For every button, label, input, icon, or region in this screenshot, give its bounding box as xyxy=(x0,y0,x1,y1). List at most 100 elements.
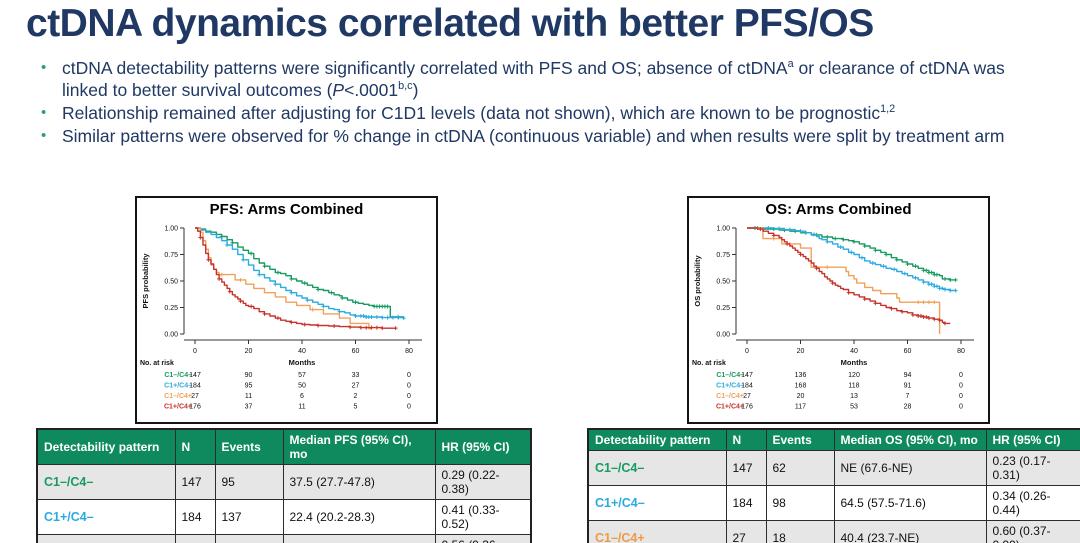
column-header: Events xyxy=(214,428,284,465)
svg-text:0.00: 0.00 xyxy=(716,331,730,338)
pfs-results-table: Detectability pattern N Events Median PFS (… xyxy=(36,428,532,543)
bullet-item: ctDNA detectability patterns were signif… xyxy=(30,57,1038,101)
os-km-chart: 1.00 0.75 0.50 0.25 0.00 OS probability 0 20 40 6… xyxy=(689,219,988,421)
risk-count: 184 xyxy=(189,383,201,390)
table-row: C1+/C4– 184 137 22.4 (20.2-28.3) 0.41 (0.33-… xyxy=(36,499,532,535)
column-header: Detectability pattern xyxy=(587,428,727,451)
risk-count: 136 xyxy=(795,372,807,379)
median-cell: 40.4 (23.7-NE) xyxy=(833,520,987,543)
risk-table-header: No. at risk xyxy=(140,360,174,367)
risk-count: 27 xyxy=(352,383,360,390)
y-axis-label: OS probability xyxy=(693,255,702,307)
column-header: HR (95% CI) xyxy=(434,428,532,465)
n-cell: 147 xyxy=(174,464,216,500)
hr-cell: 0.34 (0.26-0.44) xyxy=(985,485,1080,521)
median-cell: NE (67.6-NE) xyxy=(833,450,987,486)
km-plot-svg: 1.00 0.75 0.50 0.25 0.00 OS probability 0 20 40 6… xyxy=(692,225,974,411)
column-header: Detectability pattern xyxy=(36,428,176,465)
hr-cell: 0.60 (0.37-0.99) xyxy=(985,520,1080,543)
risk-row-label: C1+/C4– xyxy=(716,383,744,390)
column-header: HR (95% CI) xyxy=(985,428,1080,451)
svg-text:0.25: 0.25 xyxy=(164,305,178,312)
bullet-item: Similar patterns were observed for % cha… xyxy=(30,125,1038,147)
pfs-chart-title: PFS: Arms Combined xyxy=(209,201,364,218)
risk-count: 7 xyxy=(906,393,910,400)
km-curve xyxy=(195,227,405,319)
table-row: C1–/C4+272216.6 (4.8-43.5)0.56 (0.36-0.8… xyxy=(36,534,532,543)
pattern-cell: C1–/C4+ xyxy=(36,534,176,543)
bullet-item: Relationship remained after adjusting fo… xyxy=(30,102,1038,124)
risk-count: 0 xyxy=(407,404,411,411)
risk-count: 0 xyxy=(407,383,411,390)
km-curve xyxy=(195,227,405,319)
n-cell: 184 xyxy=(725,485,767,521)
column-header: Median PFS (95% CI), mo xyxy=(282,428,436,465)
risk-count: 0 xyxy=(959,372,963,379)
risk-row-label: C1–/C4+ xyxy=(716,393,744,400)
pattern-cell: C1+/C4– xyxy=(36,499,176,535)
events-cell: 62 xyxy=(765,450,835,486)
svg-text:60: 60 xyxy=(352,348,360,355)
pfs-km-chart: 1.00 0.75 0.50 0.25 0.00 PFS probability 0 20 40… xyxy=(137,219,436,421)
page-title: ctDNA dynamics correlated with better PF… xyxy=(26,2,874,45)
risk-count: 0 xyxy=(959,404,963,411)
os-chart-panel: OS: Arms Combined 1.00 0.75 0.50 0.25 0.00 OS… xyxy=(687,196,990,424)
hr-cell: 0.56 (0.36-0.88) xyxy=(434,534,532,543)
column-header: N xyxy=(725,428,767,451)
risk-count: 11 xyxy=(245,393,252,400)
svg-text:1.00: 1.00 xyxy=(716,225,730,232)
median-cell: 16.6 (4.8-43.5) xyxy=(282,534,436,543)
risk-count: 168 xyxy=(795,383,807,390)
risk-count: 57 xyxy=(298,372,306,379)
risk-count: 90 xyxy=(245,372,253,379)
os-results-table: Detectability pattern N Events Median OS (9… xyxy=(587,428,1080,543)
risk-count: 50 xyxy=(298,383,306,390)
median-cell: 37.5 (27.7-47.8) xyxy=(282,464,436,500)
risk-count: 27 xyxy=(191,393,199,400)
risk-row-label: C1+/C4+ xyxy=(164,404,192,411)
events-cell: 22 xyxy=(214,534,284,543)
svg-text:0.50: 0.50 xyxy=(164,278,178,285)
svg-text:0.75: 0.75 xyxy=(164,252,178,259)
risk-count: 13 xyxy=(850,393,858,400)
events-cell: 95 xyxy=(214,464,284,500)
n-cell: 184 xyxy=(174,499,216,535)
n-cell: 147 xyxy=(725,450,767,486)
svg-text:0: 0 xyxy=(745,348,749,355)
table-row: C1–/C4– 147 95 37.5 (27.7-47.8) 0.29 (0.22-0… xyxy=(36,464,532,500)
risk-row-label: C1–/C4– xyxy=(716,372,744,379)
risk-count: 20 xyxy=(797,393,805,400)
risk-count: 27 xyxy=(743,393,751,400)
risk-count: 6 xyxy=(300,393,304,400)
risk-count: 147 xyxy=(741,372,753,379)
column-header: N xyxy=(174,428,216,465)
risk-count: 0 xyxy=(407,372,411,379)
risk-row-label: C1+/C4+ xyxy=(716,404,744,411)
risk-count: 176 xyxy=(189,404,201,411)
pattern-cell: C1+/C4– xyxy=(587,485,727,521)
risk-row-label: C1–/C4– xyxy=(164,372,192,379)
n-cell: 27 xyxy=(174,534,216,543)
svg-text:0: 0 xyxy=(193,348,197,355)
risk-count: 95 xyxy=(245,383,253,390)
risk-count: 184 xyxy=(741,383,753,390)
column-header: Events xyxy=(765,428,835,451)
risk-count: 147 xyxy=(189,372,201,379)
risk-row-label: C1–/C4+ xyxy=(164,393,192,400)
km-curve xyxy=(747,227,956,292)
svg-text:20: 20 xyxy=(245,348,253,355)
hr-cell: 0.41 (0.33-0.52) xyxy=(434,499,532,535)
n-cell: 27 xyxy=(725,520,767,543)
hr-cell: 0.29 (0.22-0.38) xyxy=(434,464,532,500)
events-cell: 98 xyxy=(765,485,835,521)
svg-text:40: 40 xyxy=(850,348,858,355)
x-axis-label: Months xyxy=(289,358,316,367)
svg-text:0.25: 0.25 xyxy=(716,305,730,312)
table-row: C1+/C4– 184 98 64.5 (57.5-71.6) 0.34 (0.26-0… xyxy=(587,485,1080,521)
risk-count: 11 xyxy=(298,404,305,411)
svg-text:60: 60 xyxy=(904,348,912,355)
svg-text:0.50: 0.50 xyxy=(716,278,730,285)
risk-count: 5 xyxy=(354,404,358,411)
